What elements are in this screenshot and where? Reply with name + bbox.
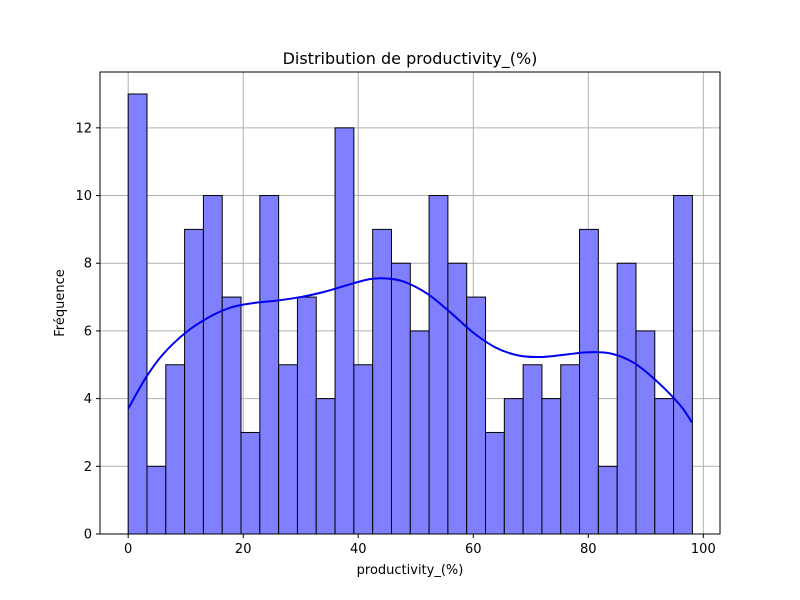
y-tick-label: 12 — [75, 121, 92, 136]
kde-curve — [127, 277, 693, 423]
y-tick-label: 4 — [84, 392, 92, 407]
histogram-bar — [353, 364, 374, 535]
histogram-bar — [635, 330, 656, 535]
x-tick-label: 0 — [124, 542, 132, 557]
histogram-bar — [184, 228, 204, 535]
y-tick-label: 0 — [84, 528, 92, 543]
y-axis-label: Fréquence — [53, 269, 68, 336]
x-tick-label: 20 — [235, 542, 252, 557]
histogram-bar — [654, 398, 675, 535]
y-tick-label: 2 — [84, 460, 92, 475]
histogram-bar — [240, 431, 261, 535]
histogram-bar — [522, 364, 543, 535]
histogram-bar — [146, 465, 167, 535]
y-tick-label: 10 — [75, 189, 92, 204]
histogram-bar — [560, 364, 581, 535]
chart-title: Distribution de productivity_(%) — [283, 49, 538, 69]
histogram-bar — [278, 364, 298, 535]
histogram-bar — [221, 296, 242, 535]
x-axis-label: productivity_(%) — [357, 563, 464, 578]
x-tick-label: 60 — [465, 542, 482, 557]
histogram-bar — [409, 330, 430, 535]
histogram-bar — [579, 228, 599, 535]
histogram-bar — [597, 465, 618, 535]
x-tick-label: 40 — [350, 542, 367, 557]
histogram-bar — [165, 364, 186, 535]
plot-frame — [99, 71, 721, 535]
histogram-bar — [315, 398, 336, 535]
histogram-bar — [202, 195, 223, 535]
histogram-bar — [673, 195, 693, 535]
histogram-bar — [616, 262, 637, 535]
ticks-layer: 0 20 40 60 80 100 0 2 4 6 8 10 12 — [75, 121, 715, 557]
histogram-bar — [447, 262, 468, 535]
histogram-bar — [296, 296, 317, 535]
histogram-bar — [541, 398, 562, 535]
bars-layer — [127, 93, 693, 535]
histogram-bar — [390, 262, 411, 535]
histogram-bar — [372, 228, 392, 535]
histogram-bar — [259, 195, 280, 535]
x-tick-label: 80 — [580, 542, 597, 557]
x-tick-label: 100 — [691, 542, 716, 557]
histogram-bar — [466, 296, 487, 535]
histogram-bar — [127, 93, 148, 535]
histogram-bar — [428, 195, 449, 535]
histogram-bar — [334, 127, 355, 535]
y-tick-label: 8 — [84, 257, 92, 272]
histogram-bar — [485, 431, 505, 535]
y-tick-label: 6 — [84, 324, 92, 339]
histogram-bar — [503, 398, 524, 535]
